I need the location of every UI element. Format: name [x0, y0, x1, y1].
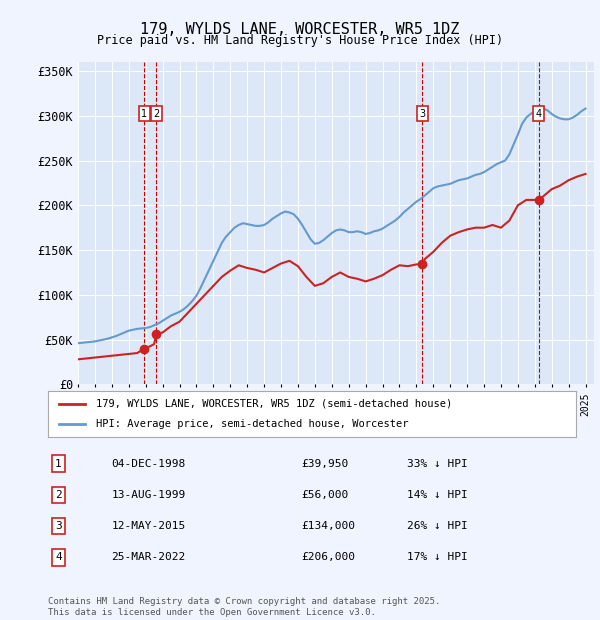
- Text: 179, WYLDS LANE, WORCESTER, WR5 1DZ (semi-detached house): 179, WYLDS LANE, WORCESTER, WR5 1DZ (sem…: [95, 399, 452, 409]
- Text: 25-MAR-2022: 25-MAR-2022: [112, 552, 185, 562]
- Text: 4: 4: [536, 108, 542, 118]
- Text: 12-MAY-2015: 12-MAY-2015: [112, 521, 185, 531]
- Text: 13-AUG-1999: 13-AUG-1999: [112, 490, 185, 500]
- Text: 2: 2: [153, 108, 159, 118]
- Text: Price paid vs. HM Land Registry's House Price Index (HPI): Price paid vs. HM Land Registry's House …: [97, 34, 503, 47]
- Text: Contains HM Land Registry data © Crown copyright and database right 2025.
This d: Contains HM Land Registry data © Crown c…: [48, 598, 440, 617]
- Text: 2: 2: [55, 490, 62, 500]
- Text: 26% ↓ HPI: 26% ↓ HPI: [407, 521, 468, 531]
- Text: £56,000: £56,000: [301, 490, 349, 500]
- Text: £206,000: £206,000: [301, 552, 355, 562]
- Text: 33% ↓ HPI: 33% ↓ HPI: [407, 459, 468, 469]
- Text: 04-DEC-1998: 04-DEC-1998: [112, 459, 185, 469]
- Text: 4: 4: [55, 552, 62, 562]
- Text: £134,000: £134,000: [301, 521, 355, 531]
- Text: 1: 1: [141, 108, 148, 118]
- Text: 3: 3: [55, 521, 62, 531]
- Text: 1: 1: [55, 459, 62, 469]
- Text: HPI: Average price, semi-detached house, Worcester: HPI: Average price, semi-detached house,…: [95, 419, 408, 429]
- Text: 3: 3: [419, 108, 425, 118]
- Text: £39,950: £39,950: [301, 459, 349, 469]
- Text: 17% ↓ HPI: 17% ↓ HPI: [407, 552, 468, 562]
- Text: 14% ↓ HPI: 14% ↓ HPI: [407, 490, 468, 500]
- Text: 179, WYLDS LANE, WORCESTER, WR5 1DZ: 179, WYLDS LANE, WORCESTER, WR5 1DZ: [140, 22, 460, 37]
